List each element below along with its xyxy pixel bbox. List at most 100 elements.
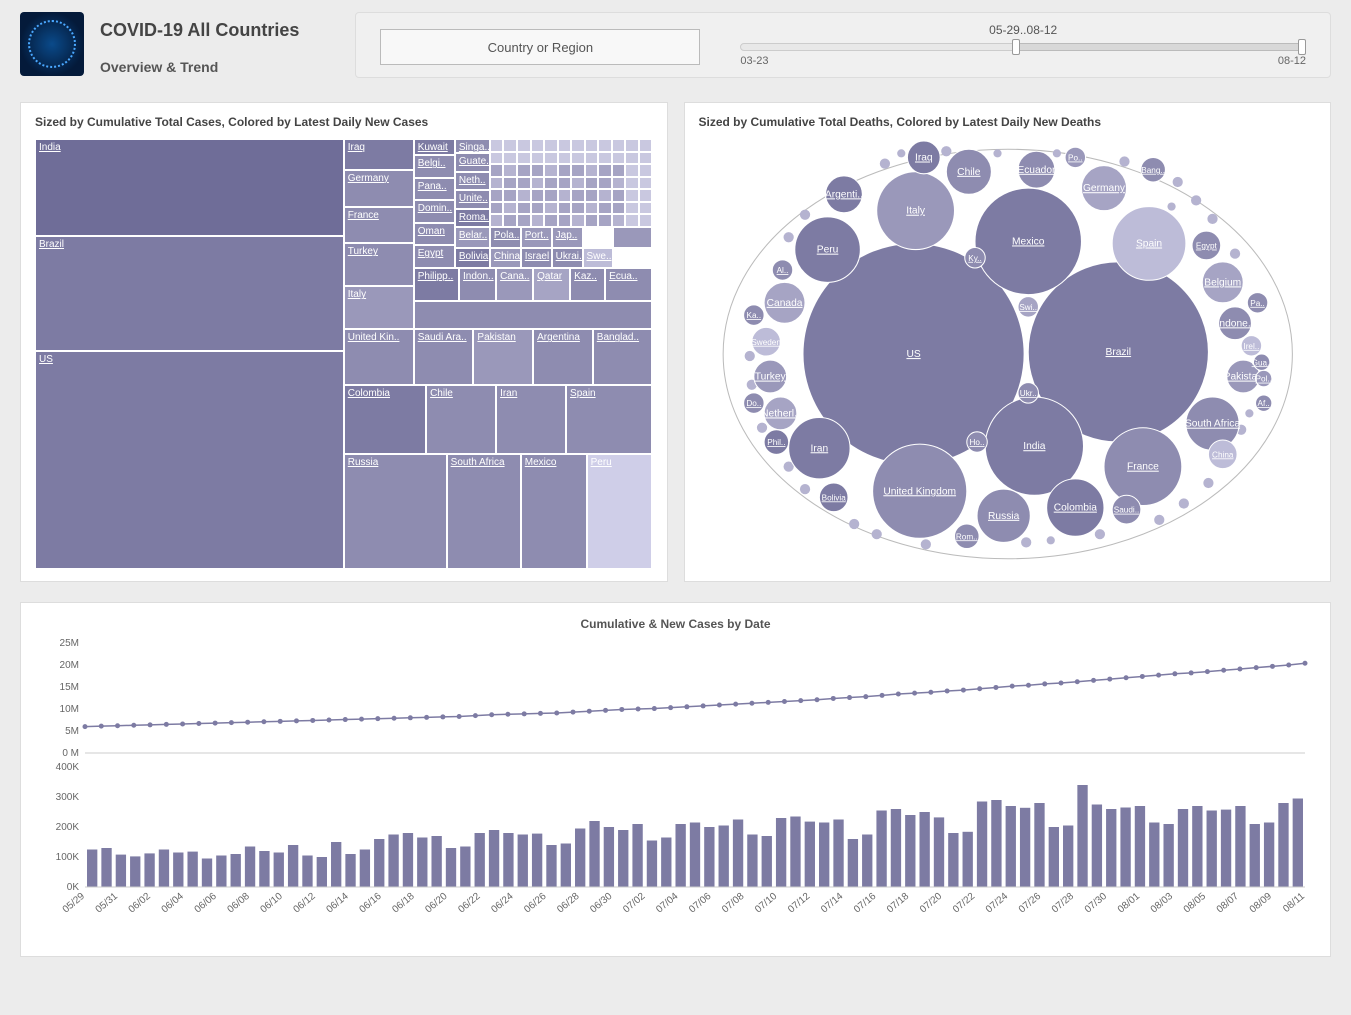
line-point[interactable] — [571, 710, 576, 715]
treemap-tiny-cell[interactable] — [517, 139, 531, 152]
treemap-tiny-cell[interactable] — [558, 189, 572, 202]
bar[interactable] — [302, 856, 312, 888]
line-point[interactable] — [961, 688, 966, 693]
line-point[interactable] — [652, 706, 657, 711]
bar[interactable] — [489, 830, 499, 887]
treemap-viz[interactable]: IndiaBrazilUSIraqGermanyFranceTurkeyItal… — [35, 139, 653, 569]
treemap-cell-argentina[interactable]: Argentina — [533, 329, 593, 384]
treemap-tiny-cell[interactable] — [571, 152, 585, 165]
line-point[interactable] — [668, 705, 673, 710]
treemap-cell-spain[interactable]: Spain — [566, 385, 652, 455]
bar[interactable] — [905, 815, 915, 887]
treemap-tiny-cell[interactable] — [558, 214, 572, 227]
bar[interactable] — [690, 823, 700, 888]
bar[interactable] — [1278, 803, 1288, 887]
treemap-tiny-cell[interactable] — [544, 189, 558, 202]
bar[interactable] — [1049, 827, 1059, 887]
line-point[interactable] — [1075, 679, 1080, 684]
bar[interactable] — [331, 842, 341, 887]
treemap-tiny-cell[interactable] — [490, 177, 504, 190]
treemap-tiny-cell[interactable] — [531, 214, 545, 227]
bar[interactable] — [274, 853, 284, 888]
bar[interactable] — [561, 844, 571, 888]
bubble-tiny[interactable] — [879, 158, 889, 168]
treemap-tiny-cell[interactable] — [558, 177, 572, 190]
treemap-cell-israel[interactable]: Israel — [521, 248, 552, 268]
line-point[interactable] — [1010, 684, 1015, 689]
line-point[interactable] — [863, 694, 868, 699]
treemap-cell-us[interactable]: US — [35, 351, 344, 569]
bubble-tiny[interactable] — [1191, 195, 1201, 205]
bar[interactable] — [1034, 803, 1044, 887]
bar[interactable] — [1293, 799, 1303, 888]
treemap-tiny-cell[interactable] — [517, 164, 531, 177]
bar[interactable] — [1077, 785, 1087, 887]
line-point[interactable] — [1156, 673, 1161, 678]
bar[interactable] — [417, 838, 427, 888]
treemap-tiny-cell[interactable] — [571, 177, 585, 190]
treemap-cell-pola-[interactable]: Pola.. — [490, 227, 521, 247]
treemap-tiny-cell[interactable] — [517, 202, 531, 215]
bar[interactable] — [1092, 805, 1102, 888]
bubble-tiny[interactable] — [799, 210, 809, 220]
bar[interactable] — [317, 857, 327, 887]
treemap-tiny-cell[interactable] — [503, 152, 517, 165]
treemap-tiny-cell[interactable] — [639, 152, 653, 165]
line-point[interactable] — [766, 700, 771, 705]
treemap-cell-south-africa[interactable]: South Africa — [447, 454, 521, 569]
bubble-tiny[interactable] — [1203, 478, 1213, 488]
bar[interactable] — [661, 838, 671, 888]
line-point[interactable] — [1091, 678, 1096, 683]
treemap-tiny-cell[interactable] — [544, 164, 558, 177]
treemap-tiny-cell[interactable] — [490, 214, 504, 227]
line-point[interactable] — [457, 714, 462, 719]
bar[interactable] — [159, 850, 169, 888]
slider-thumb-end[interactable] — [1298, 39, 1306, 55]
bubble-tiny[interactable] — [1021, 537, 1031, 547]
line-point[interactable] — [310, 718, 315, 723]
treemap-tiny-cell[interactable] — [598, 202, 612, 215]
bubble-tiny[interactable] — [1229, 249, 1239, 259]
line-point[interactable] — [440, 714, 445, 719]
line-point[interactable] — [619, 707, 624, 712]
line-point[interactable] — [294, 718, 299, 723]
line-point[interactable] — [798, 698, 803, 703]
bar[interactable] — [833, 820, 843, 888]
bubble-tiny[interactable] — [1119, 156, 1129, 166]
treemap-tiny-cell[interactable] — [503, 214, 517, 227]
treemap-cell-mexico[interactable]: Mexico — [521, 454, 587, 569]
line-point[interactable] — [993, 685, 998, 690]
bar[interactable] — [1149, 823, 1159, 888]
bar[interactable] — [1063, 826, 1073, 888]
treemap-tiny-cell[interactable] — [503, 139, 517, 152]
bar[interactable] — [532, 834, 542, 887]
bar[interactable] — [991, 800, 1001, 887]
bubble-tiny[interactable] — [897, 149, 905, 157]
bar[interactable] — [116, 855, 126, 887]
line-point[interactable] — [1286, 663, 1291, 668]
line-point[interactable] — [180, 721, 185, 726]
treemap-cell-qatar[interactable]: Qatar — [533, 268, 570, 301]
treemap-cell-turkey[interactable]: Turkey — [344, 243, 414, 286]
treemap-cell-port-[interactable]: Port.. — [521, 227, 552, 247]
bar[interactable] — [762, 836, 772, 887]
treemap-tiny-cell[interactable] — [490, 152, 504, 165]
line-point[interactable] — [782, 699, 787, 704]
bar[interactable] — [963, 832, 973, 887]
treemap-tiny-cell[interactable] — [558, 139, 572, 152]
bar[interactable] — [876, 811, 886, 888]
treemap-tiny-cell[interactable] — [612, 152, 626, 165]
treemap-tiny-cell[interactable] — [490, 164, 504, 177]
line-point[interactable] — [912, 691, 917, 696]
treemap-tiny-cell[interactable] — [612, 164, 626, 177]
bubble-tiny[interactable] — [783, 232, 793, 242]
bar[interactable] — [1135, 806, 1145, 887]
line-point[interactable] — [749, 701, 754, 706]
treemap-tiny-cell[interactable] — [625, 152, 639, 165]
line-point[interactable] — [1254, 665, 1259, 670]
treemap-tiny-cell[interactable] — [625, 214, 639, 227]
slider-thumb-start[interactable] — [1012, 39, 1020, 55]
bar[interactable] — [460, 847, 470, 888]
line-point[interactable] — [261, 719, 266, 724]
treemap-tiny-cell[interactable] — [558, 164, 572, 177]
